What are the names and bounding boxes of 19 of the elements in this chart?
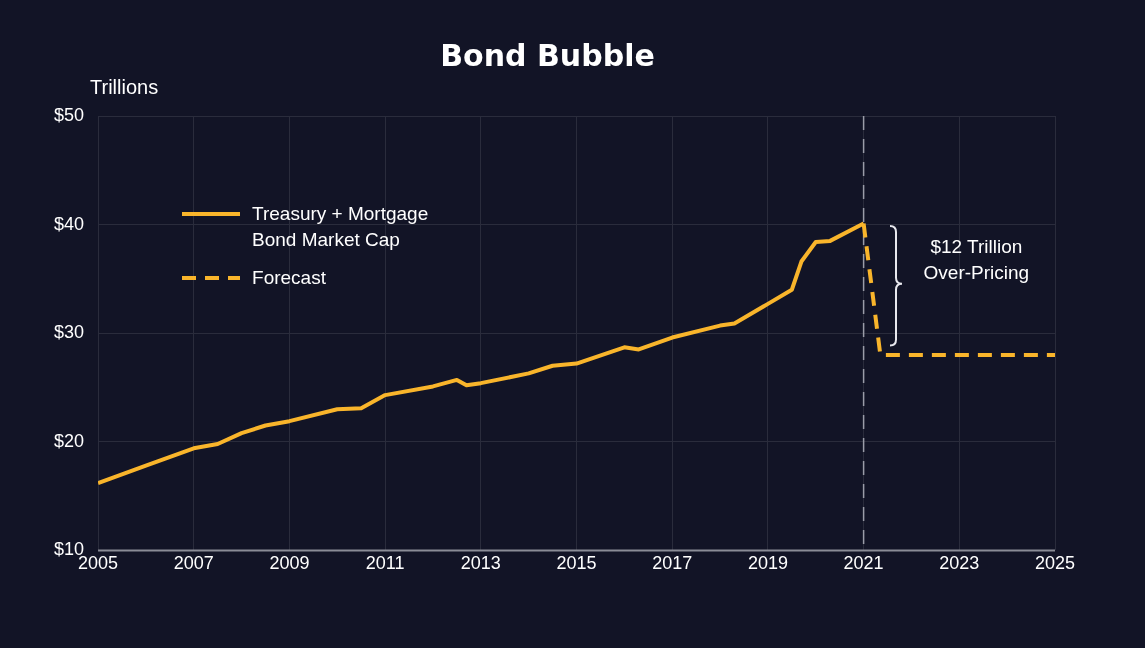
- y-tick-label: $20: [53, 430, 85, 451]
- x-tick-label: 2009: [269, 553, 310, 574]
- y-tick-label: $30: [53, 322, 85, 343]
- chart-title: Bond Bubble: [440, 37, 655, 73]
- x-tick-label: 2021: [843, 553, 884, 574]
- y-axis-title: Trillions: [90, 75, 159, 98]
- x-tick-label: 2013: [460, 553, 501, 574]
- x-tick-label: 2019: [747, 553, 788, 574]
- legend-label: Forecast: [252, 266, 326, 290]
- y-tick-label: $40: [53, 213, 85, 234]
- x-tick-label: 2023: [939, 553, 980, 574]
- x-tick-label: 2011: [365, 553, 405, 574]
- x-tick-label: 2025: [1034, 553, 1076, 574]
- x-tick-label: 2007: [173, 553, 214, 574]
- x-tick-label: 2017: [652, 553, 693, 574]
- x-tick-label: 2015: [556, 553, 597, 574]
- annotation: $12 Trillion Over-Pricing: [922, 235, 1031, 286]
- legend-label: Treasury + Mortgage Bond Market Cap: [252, 202, 430, 252]
- y-tick-label: $50: [53, 104, 85, 125]
